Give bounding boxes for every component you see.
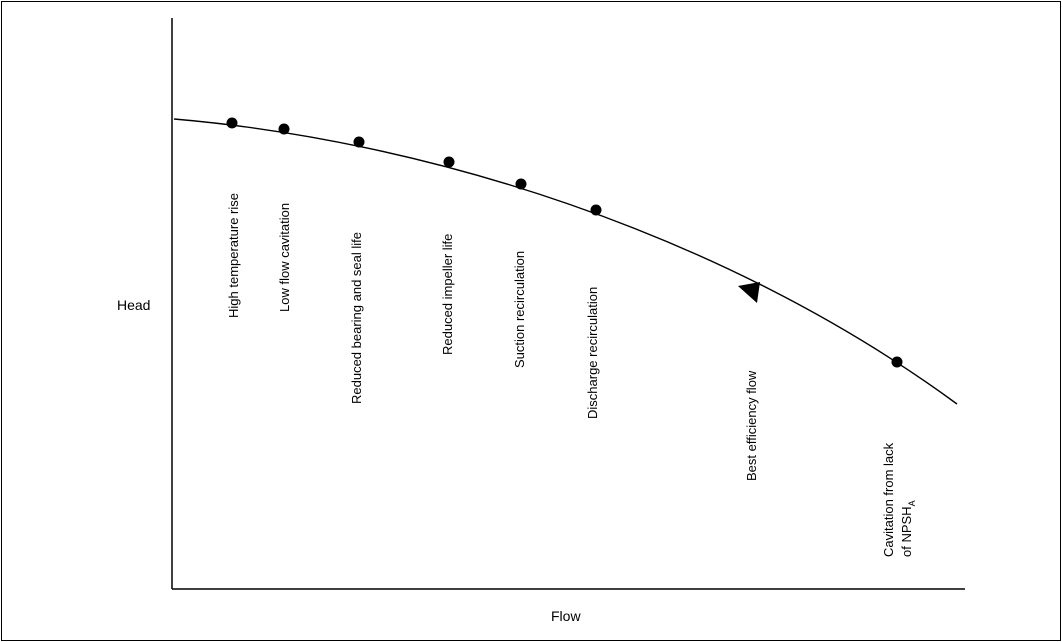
label-reduced-bearing-seal-life: Reduced bearing and seal life [349,232,364,404]
point-marker-reduced-bearing-seal-life [353,136,365,148]
point-marker-high-temperature-rise [226,117,238,129]
y-axis-label: Head [117,297,150,313]
point-marker-cavitation-npsh [891,356,903,368]
label-of-npsh: of NPSHA [899,500,917,557]
label-of-npsh-text: of NPSH [899,506,914,557]
label-discharge-recirculation: Discharge recirculation [585,287,600,419]
label-reduced-impeller-life: Reduced impeller life [440,234,455,355]
label-suction-recirculation: Suction recirculation [512,251,527,368]
label-high-temperature-rise: High temperature rise [226,193,241,318]
label-best-efficiency-flow: Best efficiency flow [744,370,759,481]
point-marker-low-flow-cavitation [278,123,290,135]
npsh-subscript: A [907,500,917,506]
point-marker-reduced-impeller-life [443,156,455,168]
best-efficiency-triangle-marker [738,282,760,303]
point-marker-suction-recirculation [515,178,527,190]
label-cavitation-from-lack: Cavitation from lack [881,442,896,557]
x-axis-label: Flow [551,608,581,624]
label-low-flow-cavitation: Low flow cavitation [277,203,292,312]
point-marker-discharge-recirculation [590,204,602,216]
